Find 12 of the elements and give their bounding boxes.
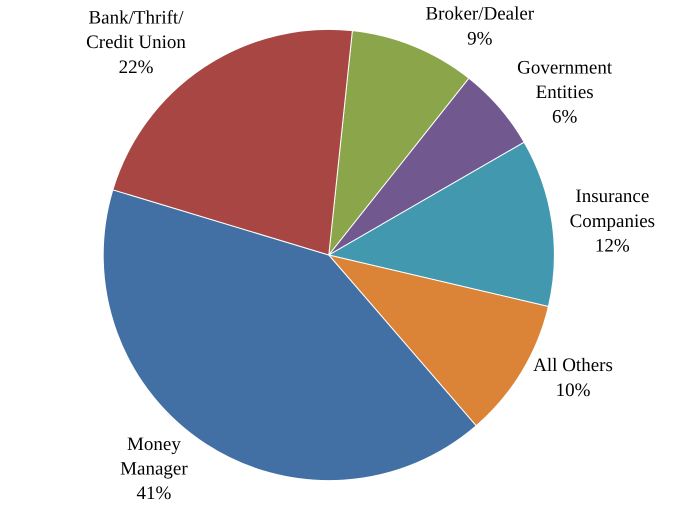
- data-label: 9%: [467, 28, 493, 50]
- data-label: 6%: [552, 106, 578, 128]
- data-label: 22%: [118, 56, 154, 78]
- slice-label: Broker/Dealer: [425, 4, 535, 25]
- data-label: 41%: [136, 483, 172, 504]
- data-label: 10%: [556, 380, 591, 401]
- slice-label: Government Entities: [517, 57, 613, 104]
- slice-label: All Others: [533, 355, 613, 376]
- data-label: 12%: [594, 235, 630, 256]
- slice-label: Money Manager: [120, 434, 188, 480]
- slice-label: Bank/Thrift/ Credit Union: [86, 7, 186, 54]
- slice-label: Insurance Companies: [570, 186, 656, 232]
